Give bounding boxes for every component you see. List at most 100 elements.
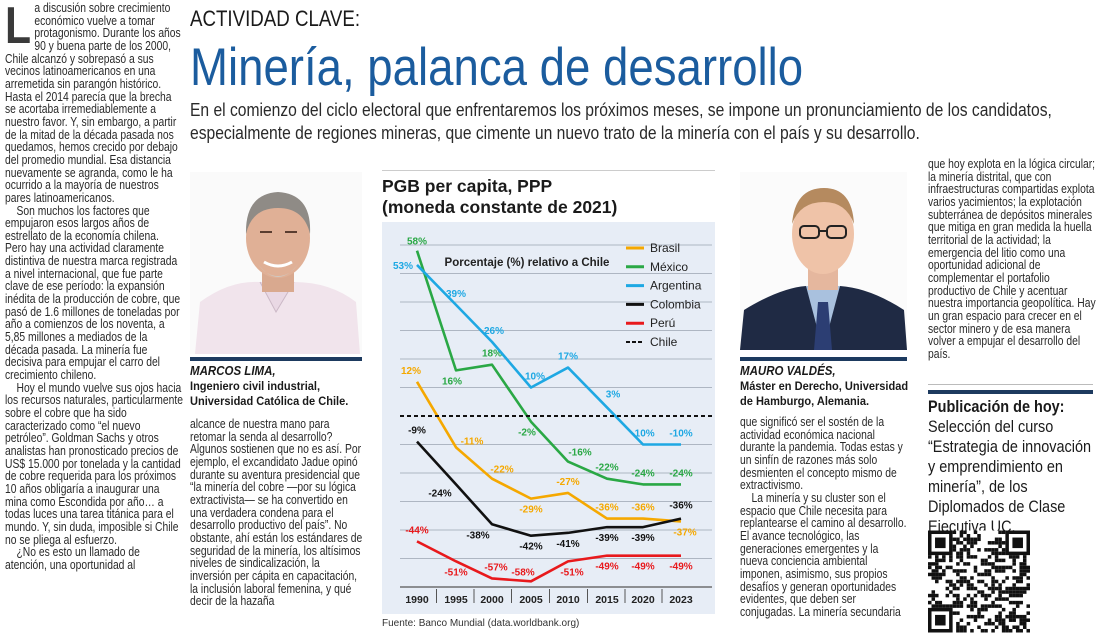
- data-label: -38%: [466, 530, 489, 541]
- legend-label: México: [650, 260, 688, 274]
- section-kicker: ACTIVIDAD CLAVE:: [190, 6, 361, 31]
- publication-box: Publicación de hoy: Selección del curso …: [928, 397, 1098, 537]
- data-label: 58%: [407, 237, 427, 248]
- data-label: -9%: [408, 426, 426, 437]
- author-role: Máster en Derecho, Universidad: [740, 379, 909, 393]
- data-label: 16%: [442, 376, 462, 387]
- data-label: 53%: [393, 261, 413, 272]
- paragraph: que significó ser el sostén de la activi…: [740, 416, 903, 493]
- data-label: 10%: [525, 372, 545, 383]
- author-name: MAURO VALDÉS,: [740, 364, 836, 378]
- legend-label: Perú: [650, 316, 675, 330]
- x-tick-label: 2020: [631, 594, 655, 606]
- headline: Minería, palanca de desarrollo: [190, 38, 804, 97]
- data-label: -39%: [595, 533, 618, 544]
- data-label: -41%: [556, 539, 579, 550]
- publication-rule: [928, 390, 1093, 394]
- data-label: 12%: [401, 366, 421, 377]
- x-tick-label: 2015: [595, 594, 619, 606]
- author-affiliation: Universidad Católica de Chile.: [190, 394, 349, 408]
- x-tick-label: 2023: [669, 594, 693, 606]
- paragraph: que hoy explota en la lógica circular; l…: [928, 158, 1096, 361]
- author-photo-marcos-lima: [190, 172, 362, 354]
- legend-label: Brasil: [650, 241, 680, 255]
- author-caption-1: MARCOS LIMA, Ingeniero civil industrial,…: [190, 364, 348, 409]
- publication-label: Publicación de hoy:: [928, 397, 1065, 416]
- paragraph: Hoy el mundo vuelve sus ojos hacia los r…: [5, 380, 183, 547]
- deck: En el comienzo del ciclo electoral que e…: [190, 99, 1052, 143]
- author-role: Ingeniero civil industrial,: [190, 379, 321, 393]
- data-label: -10%: [631, 429, 654, 440]
- legend-label: Colombia: [650, 297, 701, 311]
- data-label: -24%: [428, 488, 451, 499]
- data-label: -27%: [556, 477, 579, 488]
- data-label: -37%: [673, 527, 696, 538]
- x-tick-label: 1995: [444, 594, 468, 606]
- author-affiliation: de Hamburgo, Alemania.: [740, 394, 870, 408]
- publication-text: Selección del curso “Estrategia de innov…: [928, 417, 1092, 536]
- data-label: -39%: [631, 533, 654, 544]
- data-label: 3%: [606, 389, 621, 400]
- paragraph: ¿No es esto un llamado de atención, una …: [5, 545, 140, 572]
- column-divider: [928, 384, 1093, 385]
- data-label: -29%: [519, 505, 542, 516]
- qr-code[interactable]: [928, 530, 1030, 633]
- data-label: -58%: [511, 567, 534, 578]
- data-label: 26%: [484, 326, 504, 337]
- data-label: 39%: [446, 289, 466, 300]
- paragraph: Son muchos los factores que empujaron es…: [5, 203, 181, 383]
- data-label: -49%: [595, 562, 618, 573]
- legend-label: Argentina: [650, 279, 702, 293]
- data-label: 18%: [482, 349, 502, 360]
- chart-title: PGB per capita, PPP (moneda constante de…: [382, 176, 617, 218]
- data-label: -24%: [631, 468, 654, 479]
- series-line-colombia: [416, 440, 682, 538]
- data-label: -22%: [490, 465, 513, 476]
- chart-panel: 1990 1995 2000 2005 2010 2015 2020 2023 12% -11% -…: [382, 222, 715, 614]
- data-label: -36%: [595, 503, 618, 514]
- paragraph: La minería y su cluster son el espacio q…: [740, 490, 907, 619]
- data-label: -51%: [444, 567, 467, 578]
- caption-rule: [740, 357, 907, 361]
- data-label: -16%: [568, 448, 591, 459]
- paragraph: a discusión sobre crecimiento económico …: [5, 2, 181, 205]
- article-column-3: que significó ser el sostén de la activi…: [740, 416, 908, 638]
- data-label: -44%: [405, 525, 428, 536]
- drop-cap: L: [5, 2, 32, 55]
- author-name: MARCOS LIMA,: [190, 364, 276, 378]
- data-label: 17%: [558, 352, 578, 363]
- data-label: -24%: [669, 468, 692, 479]
- chart-title-line-2: (moneda constante de 2021): [382, 197, 618, 217]
- data-label: -36%: [669, 501, 692, 512]
- data-label: -10%: [669, 429, 692, 440]
- paragraph: alcance de nuestra mano para retomar la …: [190, 418, 363, 609]
- x-tick-label: 1990: [405, 594, 429, 606]
- chart-source: Fuente: Banco Mundial (data.worldbank.or…: [382, 618, 580, 629]
- article-column-4: que hoy explota en la lógica circular; l…: [928, 158, 1096, 382]
- x-tick-label: 2005: [519, 594, 543, 606]
- series-line-brasil: [415, 381, 682, 523]
- data-label: -51%: [560, 567, 583, 578]
- x-tick-label: 2010: [556, 594, 580, 606]
- article-column-2: alcance de nuestra mano para retomar la …: [190, 418, 364, 638]
- caption-rule: [190, 357, 362, 361]
- chart-subtitle: Porcentaje (%) relativo a Chile: [445, 257, 610, 269]
- data-label: -36%: [631, 503, 654, 514]
- data-label: -49%: [631, 562, 654, 573]
- data-label: -49%: [669, 562, 692, 573]
- data-label: -2%: [518, 428, 536, 439]
- series-line-perú: [416, 540, 681, 583]
- series-line-argentina: [416, 264, 681, 446]
- chart-title-line-1: PGB per capita, PPP: [382, 176, 553, 196]
- legend-label: Chile: [650, 335, 678, 349]
- data-label: -22%: [595, 463, 618, 474]
- line-chart: 1990 1995 2000 2005 2010 2015 2020 2023 12% -11% -…: [393, 237, 712, 606]
- data-label: -11%: [461, 436, 484, 447]
- author-photo-mauro-valdes: [740, 172, 907, 350]
- chart-top-rule: [382, 170, 715, 171]
- x-tick-label: 2000: [480, 594, 504, 606]
- data-label: -42%: [519, 542, 542, 553]
- data-label: -57%: [484, 562, 507, 573]
- author-caption-2: MAURO VALDÉS, Máster en Derecho, Univers…: [740, 364, 908, 409]
